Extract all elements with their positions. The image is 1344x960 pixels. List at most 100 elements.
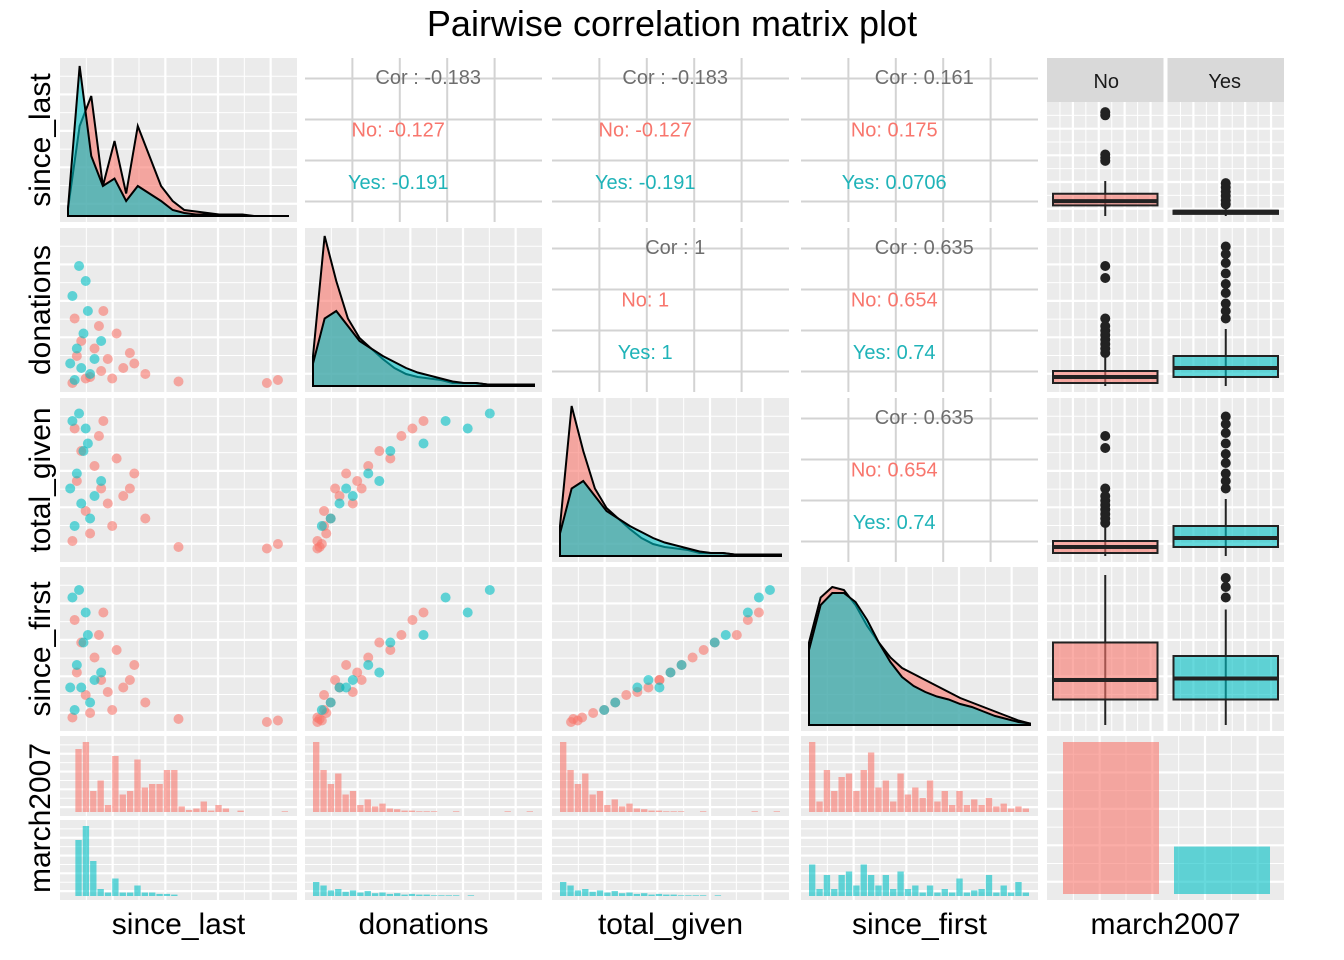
hist-bar-no — [342, 794, 349, 812]
hist-bar-yes — [90, 861, 97, 896]
hist-bar-no — [648, 810, 655, 812]
hist-bar-yes — [867, 875, 875, 896]
hist-bar-yes — [978, 889, 985, 896]
box-outlier — [1100, 443, 1111, 453]
scatter-point-no — [272, 715, 283, 726]
hist-bar-no — [401, 810, 408, 812]
scatter-point-yes — [76, 682, 87, 693]
box-outlier — [1220, 458, 1231, 468]
hist-bar-no — [430, 811, 438, 812]
hist-bar-no — [948, 805, 956, 812]
scatter-point-yes — [385, 637, 396, 648]
hist-bar-yes — [956, 878, 963, 896]
hist-bar-no — [845, 773, 853, 812]
box-outlier — [1220, 438, 1231, 449]
scatter-point-yes — [85, 697, 96, 708]
scatter-point-yes — [80, 276, 91, 286]
chart-title: Pairwise correlation matrix plot — [427, 3, 917, 44]
hist-bar-no — [408, 810, 416, 812]
y-axis-label: since_last — [24, 73, 57, 207]
y-axis-label: since_first — [24, 581, 57, 717]
scatter-point-no — [96, 483, 107, 494]
scatter-point-yes — [316, 521, 327, 531]
scatter-point-yes — [440, 592, 451, 603]
hist-bar-no — [816, 801, 823, 812]
hist-bar-no — [596, 791, 604, 812]
scatter-point-no — [118, 363, 129, 373]
scatter-point-yes — [643, 675, 654, 685]
scatter-point-yes — [74, 261, 85, 271]
hist-bar-no — [589, 794, 596, 812]
hist-bar-no — [831, 791, 838, 812]
hist-bar-no — [838, 777, 845, 812]
hist-bar-no — [633, 808, 641, 812]
hist-bar-yes — [335, 889, 342, 896]
hist-bar-no — [677, 811, 685, 812]
hist-bar-yes — [963, 892, 971, 896]
hist-bar-no — [582, 773, 589, 812]
scatter-point-no — [69, 313, 80, 324]
scatter-point-yes — [374, 476, 385, 486]
scatter-point-yes — [71, 660, 82, 670]
scatter-point-yes — [85, 369, 96, 379]
cor-yes-label: Yes: -0.191 — [595, 172, 695, 194]
hist-bar-yes — [567, 885, 574, 896]
scatter-point-no — [352, 476, 363, 486]
scatter-point-no — [261, 543, 272, 554]
hist-bar-yes — [574, 890, 582, 896]
hist-bar-no — [875, 787, 882, 812]
scatter-point-yes — [764, 585, 775, 595]
hist-bar-no — [655, 810, 663, 812]
hist-bar-yes — [685, 895, 692, 896]
hist-bar-no — [416, 811, 423, 812]
y-axis-label: march2007 — [24, 743, 57, 893]
hist-bar-yes — [149, 892, 156, 896]
hist-bar-no — [357, 805, 364, 812]
scatter-point-yes — [676, 660, 687, 670]
scatter-point-no — [129, 468, 140, 479]
scatter-point-yes — [76, 363, 87, 373]
scatter-point-no — [363, 652, 374, 663]
hist-bar-no — [641, 809, 648, 812]
density-yes — [312, 309, 535, 387]
scatter-point-no — [140, 513, 151, 524]
scatter-point-no — [742, 615, 753, 625]
hist-bar-yes — [1007, 892, 1015, 896]
scatter-point-yes — [78, 328, 89, 339]
hist-bar-yes — [941, 889, 948, 896]
hist-bar-yes — [416, 894, 423, 896]
hist-bar-yes — [948, 892, 956, 896]
box-outlier — [1220, 306, 1231, 316]
hist-bar-yes — [633, 893, 641, 896]
scatter-point-yes — [82, 630, 93, 640]
scatter-point-yes — [325, 513, 336, 524]
hist-bar-no — [963, 805, 971, 812]
box-outlier — [1220, 178, 1231, 189]
cor-overall-label: Cor : -0.183 — [622, 67, 728, 89]
hist-bar-yes — [386, 893, 394, 896]
scatter-point-yes — [742, 607, 753, 618]
box-outlier — [1220, 582, 1231, 592]
scatter-point-no — [643, 682, 654, 693]
box-outlier — [1220, 483, 1231, 494]
scatter-point-yes — [347, 675, 358, 685]
cor-overall-label: Cor : 0.635 — [875, 237, 974, 259]
hist-bar-no — [882, 780, 890, 812]
hist-bar-no — [364, 799, 371, 812]
hist-bar-no — [526, 811, 533, 812]
box-outlier — [1100, 107, 1111, 118]
scatter-point-yes — [89, 675, 100, 685]
scatter-point-yes — [334, 498, 345, 509]
hist-bar-yes — [626, 892, 633, 896]
x-axis-label: donations — [358, 908, 488, 941]
scatter-point-yes — [96, 336, 107, 346]
hist-bar-no — [1000, 803, 1007, 812]
scatter-point-no — [385, 453, 396, 464]
hist-bar-yes — [1000, 885, 1007, 896]
hist-bar-yes — [104, 892, 112, 896]
hist-bar-no — [904, 794, 912, 812]
scatter-point-yes — [74, 408, 85, 419]
hist-bar-yes — [604, 892, 611, 896]
hist-bar-no — [611, 799, 618, 812]
scatter-point-no — [173, 376, 184, 387]
